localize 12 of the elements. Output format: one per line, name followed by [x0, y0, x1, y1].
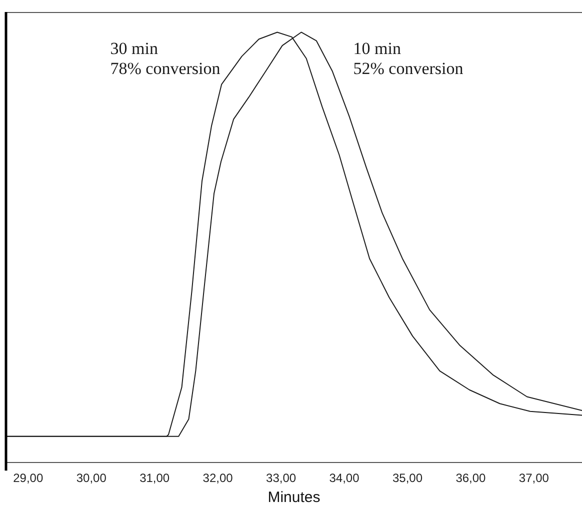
x-axis-title: Minutes	[268, 489, 320, 506]
x-tick-label: 35,00	[392, 471, 423, 486]
x-tick-label: 34,00	[329, 471, 360, 486]
x-tick-label: 30,00	[76, 471, 107, 486]
x-tick-label: 37,00	[518, 471, 550, 486]
x-tick-label: 29,00	[13, 471, 44, 486]
x-tick-label: 33,00	[266, 471, 296, 486]
series-label: 30 min 78% conversion	[110, 39, 221, 78]
x-tick-label: 31,00	[140, 471, 170, 486]
x-tick-label: 32,00	[202, 471, 234, 486]
x-tick-label: 36,00	[456, 471, 486, 486]
series-label: 10 min 52% conversion	[353, 39, 464, 78]
